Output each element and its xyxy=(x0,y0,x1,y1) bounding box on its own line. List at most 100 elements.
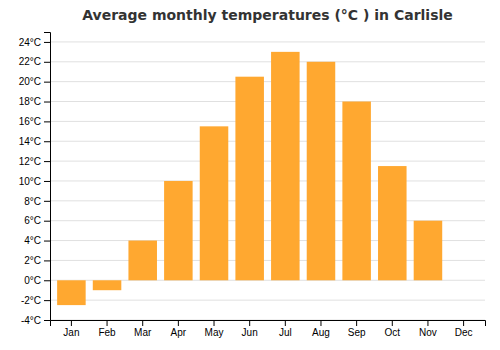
grid-line xyxy=(50,101,485,102)
bar xyxy=(449,280,478,281)
tick-label: Feb xyxy=(98,327,116,338)
tick-mark xyxy=(44,42,50,43)
grid-line xyxy=(50,300,485,301)
tick-label: 4°C xyxy=(24,235,41,246)
tick-mark xyxy=(44,161,50,162)
bar xyxy=(57,280,86,305)
tick-mark xyxy=(44,181,50,182)
tick: Apr xyxy=(171,320,187,338)
tick-mark xyxy=(285,320,286,326)
tick-mark xyxy=(44,320,50,321)
tick-mark xyxy=(427,320,428,326)
grid-line xyxy=(50,41,485,42)
tick-label: Mar xyxy=(134,327,152,338)
tick-label: Jul xyxy=(279,327,292,338)
tick-label: 20°C xyxy=(19,76,41,87)
tick-label: Nov xyxy=(419,327,437,338)
grid-line xyxy=(50,141,485,142)
bar xyxy=(378,166,407,280)
tick: Dec xyxy=(455,320,473,338)
tick: -4°C xyxy=(21,315,50,326)
tick: Nov xyxy=(419,320,437,338)
y-axis: -4°C-2°C0°C2°C4°C6°C8°C10°C12°C14°C16°C1… xyxy=(19,33,51,326)
bar xyxy=(93,280,122,290)
tick-label: 16°C xyxy=(19,116,41,127)
plot: -4°C-2°C0°C2°C4°C6°C8°C10°C12°C14°C16°C1… xyxy=(19,33,486,339)
tick: 22°C xyxy=(19,56,50,67)
tick-label: Oct xyxy=(385,327,401,338)
tick-mark xyxy=(71,320,72,326)
tick-label: Dec xyxy=(455,327,473,338)
bar xyxy=(271,52,300,280)
tick-mark xyxy=(44,121,50,122)
tick: Jul xyxy=(279,320,292,338)
grid-line xyxy=(50,161,485,162)
tick: 18°C xyxy=(19,96,50,107)
grid-line xyxy=(50,200,485,201)
tick: 16°C xyxy=(19,116,50,127)
tick-mark xyxy=(320,320,321,326)
tick-label: Jun xyxy=(242,327,258,338)
tick: 20°C xyxy=(19,76,50,87)
tick-mark xyxy=(356,320,357,326)
tick-label: Aug xyxy=(312,327,330,338)
bar xyxy=(164,181,193,280)
bar xyxy=(342,102,371,281)
tick: 12°C xyxy=(19,156,50,167)
tick-label: May xyxy=(205,327,224,338)
tick-label: 14°C xyxy=(19,136,41,147)
tick-label: -2°C xyxy=(21,295,41,306)
bar xyxy=(414,221,443,281)
bar xyxy=(128,241,157,281)
tick-mark xyxy=(44,102,50,103)
tick: Feb xyxy=(98,320,116,338)
tick-label: 12°C xyxy=(19,156,41,167)
tick: Aug xyxy=(312,320,330,338)
tick-mark xyxy=(44,221,50,222)
axis-line xyxy=(44,33,51,321)
tick-label: 0°C xyxy=(24,275,41,286)
tick-mark xyxy=(214,320,215,326)
grid-line xyxy=(50,81,485,82)
tick-mark xyxy=(249,320,250,326)
tick-mark xyxy=(44,82,50,83)
tick: Jan xyxy=(63,320,79,338)
bars xyxy=(57,52,442,305)
tick: Mar xyxy=(134,320,152,338)
tick-label: 8°C xyxy=(24,196,41,207)
bar xyxy=(235,77,264,281)
tick-mark xyxy=(142,320,143,326)
tick-mark xyxy=(44,62,50,63)
tick: 8°C xyxy=(24,196,50,207)
tick-label: Sep xyxy=(348,327,366,338)
tick-mark xyxy=(44,241,50,242)
tick-mark xyxy=(44,280,50,281)
tick-label: 18°C xyxy=(19,96,41,107)
tick-label: Apr xyxy=(171,327,187,338)
tick-mark xyxy=(44,300,50,301)
tick: Sep xyxy=(348,320,366,338)
title: Average monthly temperatures (°C ) in Ca… xyxy=(82,7,453,23)
tick: 14°C xyxy=(19,136,50,147)
tick-label: 6°C xyxy=(24,215,41,226)
tick-mark xyxy=(463,320,464,326)
tick-label: 24°C xyxy=(19,37,41,48)
x-axis: Jan Feb Mar Apr May Jun Jul Aug Sep Oct Nov Dec xyxy=(51,320,486,338)
grid-line xyxy=(50,121,485,122)
axis-line xyxy=(51,321,486,327)
bar xyxy=(307,62,336,280)
grid xyxy=(50,42,485,320)
tick: Jun xyxy=(242,320,258,338)
grid-line xyxy=(50,180,485,181)
grid-line xyxy=(50,61,485,62)
tick-mark xyxy=(44,201,50,202)
chart: -4°C-2°C0°C2°C4°C6°C8°C10°C12°C14°C16°C1… xyxy=(0,0,500,350)
tick: May xyxy=(205,320,224,338)
tick: Oct xyxy=(385,320,401,338)
tick-mark xyxy=(392,320,393,326)
tick-label: -4°C xyxy=(21,315,41,326)
tick-label: Jan xyxy=(63,327,79,338)
tick: 4°C xyxy=(24,235,50,246)
tick-label: 10°C xyxy=(19,176,41,187)
bar xyxy=(200,126,229,280)
